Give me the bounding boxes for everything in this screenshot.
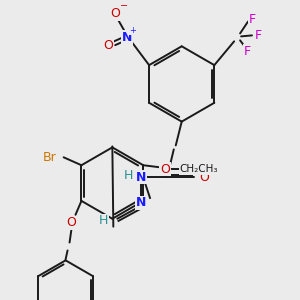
Text: CH₂CH₃: CH₂CH₃ xyxy=(179,164,218,174)
Text: F: F xyxy=(248,13,256,26)
Text: O: O xyxy=(200,171,209,184)
Text: H: H xyxy=(124,169,133,182)
Text: F: F xyxy=(244,45,250,58)
Text: O: O xyxy=(67,216,76,229)
Text: Br: Br xyxy=(43,151,57,164)
Text: −: − xyxy=(120,1,128,11)
Text: F: F xyxy=(254,29,262,42)
Text: O: O xyxy=(110,7,120,20)
Text: N: N xyxy=(136,196,146,209)
Text: H: H xyxy=(99,214,108,227)
Text: +: + xyxy=(129,26,136,35)
Text: O: O xyxy=(160,163,170,176)
Text: O: O xyxy=(103,39,113,52)
Text: N: N xyxy=(122,31,133,44)
Text: N: N xyxy=(136,171,146,184)
